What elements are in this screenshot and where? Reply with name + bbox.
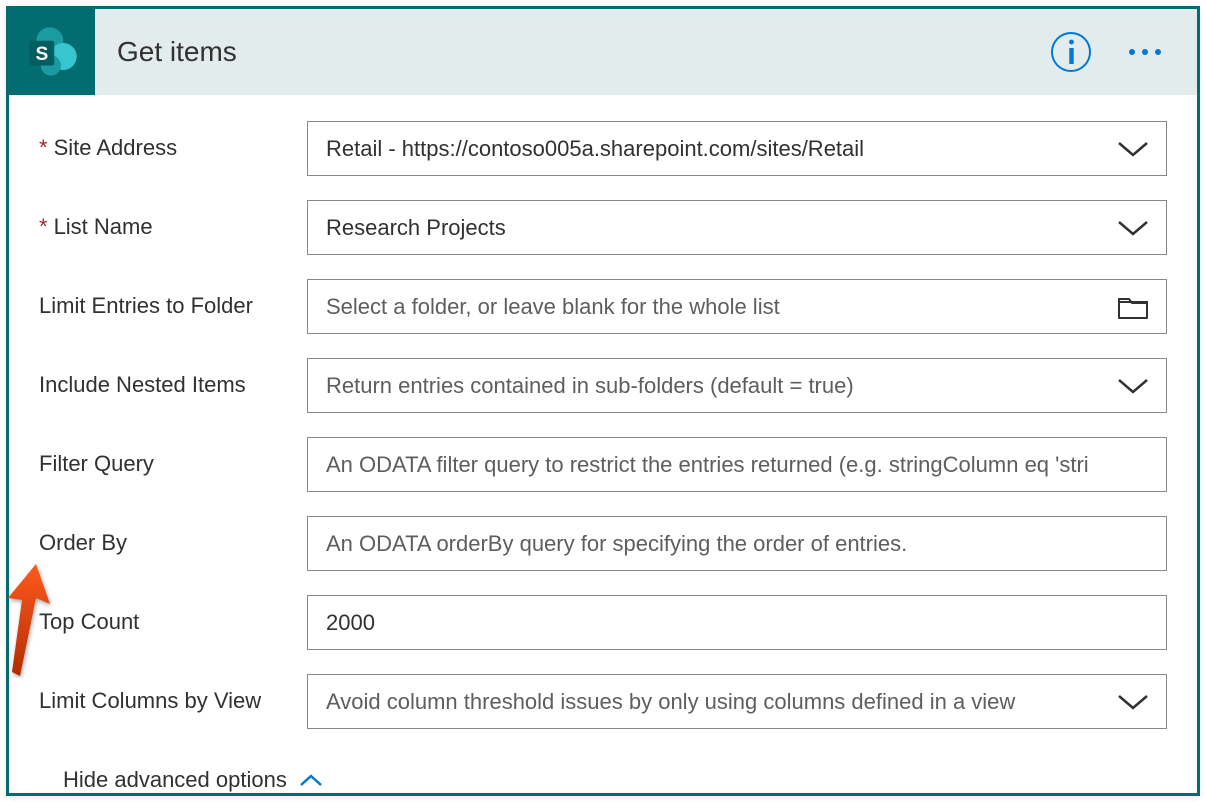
required-indicator: *	[39, 214, 48, 240]
filter-query-input[interactable]	[307, 437, 1167, 492]
info-button[interactable]	[1051, 32, 1091, 72]
include-nested-select[interactable]: Return entries contained in sub-folders …	[307, 358, 1167, 413]
header-actions	[1051, 32, 1167, 72]
field-label: Limit Entries to Folder	[39, 279, 307, 319]
field-label: * Site Address	[39, 121, 307, 161]
limit-columns-select[interactable]: Avoid column threshold issues by only us…	[307, 674, 1167, 729]
order-by-input[interactable]	[307, 516, 1167, 571]
more-menu-button[interactable]	[1123, 32, 1167, 72]
field-top-count: Top Count	[39, 595, 1167, 650]
connector-icon-tile: S	[9, 9, 95, 95]
required-indicator: *	[39, 135, 48, 161]
field-label: * List Name	[39, 200, 307, 240]
field-filter-query: Filter Query	[39, 437, 1167, 492]
field-list-name: * List Name Research Projects	[39, 200, 1167, 255]
field-limit-columns: Limit Columns by View Avoid column thres…	[39, 674, 1167, 729]
card-title[interactable]: Get items	[117, 36, 1051, 68]
card-body: * Site Address Retail - https://contoso0…	[9, 95, 1197, 793]
top-count-input[interactable]	[307, 595, 1167, 650]
field-site-address: * Site Address Retail - https://contoso0…	[39, 121, 1167, 176]
limit-folder-input[interactable]: Select a folder, or leave blank for the …	[307, 279, 1167, 334]
action-card: S Get items * Site Address Retail - http…	[6, 6, 1200, 796]
field-include-nested: Include Nested Items Return entries cont…	[39, 358, 1167, 413]
site-address-select[interactable]: Retail - https://contoso005a.sharepoint.…	[307, 121, 1167, 176]
chevron-up-icon	[299, 767, 323, 793]
list-name-select[interactable]: Research Projects	[307, 200, 1167, 255]
hide-advanced-options-link[interactable]: Hide advanced options	[63, 767, 323, 793]
field-label: Include Nested Items	[39, 358, 307, 398]
field-order-by: Order By	[39, 516, 1167, 571]
card-header: S Get items	[9, 9, 1197, 95]
svg-text:S: S	[36, 44, 49, 65]
field-label: Limit Columns by View	[39, 674, 307, 714]
field-label: Filter Query	[39, 437, 307, 477]
ellipsis-icon	[1129, 49, 1135, 55]
sharepoint-icon: S	[25, 25, 79, 79]
field-label: Order By	[39, 516, 307, 556]
field-label: Top Count	[39, 595, 307, 635]
field-limit-folder: Limit Entries to Folder Select a folder,…	[39, 279, 1167, 334]
